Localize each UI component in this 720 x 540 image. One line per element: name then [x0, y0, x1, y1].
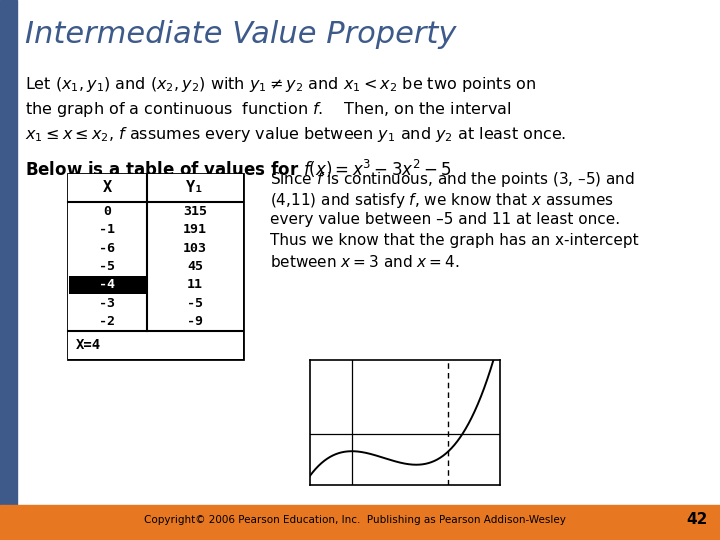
Text: -3: -3 — [99, 297, 115, 310]
Text: Y₁: Y₁ — [186, 180, 204, 195]
Bar — [69, 276, 147, 294]
Bar — [68, 174, 243, 202]
Text: X=4: X=4 — [76, 338, 101, 352]
Text: -2: -2 — [99, 315, 115, 328]
Text: -5: -5 — [187, 297, 203, 310]
Bar — [0, 505, 720, 540]
Text: -5: -5 — [99, 260, 115, 273]
Text: the graph of a continuous  function $f$.    Then, on the interval: the graph of a continuous function $f$. … — [25, 100, 511, 119]
Text: -6: -6 — [99, 241, 115, 254]
Text: every value between –5 and 11 at least once.: every value between –5 and 11 at least o… — [270, 212, 620, 227]
Text: 0: 0 — [104, 205, 112, 218]
Text: Since $f$ is continuous, and the points (3, –5) and: Since $f$ is continuous, and the points … — [270, 170, 635, 189]
Bar — [0, 0, 17, 505]
Text: 315: 315 — [183, 205, 207, 218]
Text: X: X — [103, 180, 112, 195]
Text: Intermediate Value Property: Intermediate Value Property — [25, 20, 456, 49]
Text: between $x = 3$ and $x = 4$.: between $x = 3$ and $x = 4$. — [270, 254, 459, 270]
Text: -4: -4 — [99, 279, 115, 292]
Text: (4,11) and satisfy $f$, we know that $x$ assumes: (4,11) and satisfy $f$, we know that $x$… — [270, 191, 614, 210]
Text: Thus we know that the graph has an x-intercept: Thus we know that the graph has an x-int… — [270, 233, 639, 248]
Text: 45: 45 — [187, 260, 203, 273]
Bar — [68, 174, 243, 359]
Bar — [68, 202, 243, 331]
Text: Copyright© 2006 Pearson Education, Inc.  Publishing as Pearson Addison-Wesley: Copyright© 2006 Pearson Education, Inc. … — [144, 515, 566, 525]
Text: -1: -1 — [99, 223, 115, 236]
Text: $x_1 \leq x \leq x_2$, $f$ assumes every value between $y_1$ and $y_2$ at least : $x_1 \leq x \leq x_2$, $f$ assumes every… — [25, 125, 567, 144]
Text: 11: 11 — [187, 279, 203, 292]
Text: -9: -9 — [187, 315, 203, 328]
Text: Let $(x_1, y_1)$ and $(x_2, y_2)$ with $y_1 \neq y_2$ and $x_1 < x_2$ be two poi: Let $(x_1, y_1)$ and $(x_2, y_2)$ with $… — [25, 75, 536, 94]
Text: 191: 191 — [183, 223, 207, 236]
Text: Below is a table of values for $f(x) = x^3 - 3x^2 - 5$: Below is a table of values for $f(x) = x… — [25, 158, 451, 180]
Text: 42: 42 — [686, 512, 708, 528]
Bar — [68, 331, 243, 359]
Text: 103: 103 — [183, 241, 207, 254]
